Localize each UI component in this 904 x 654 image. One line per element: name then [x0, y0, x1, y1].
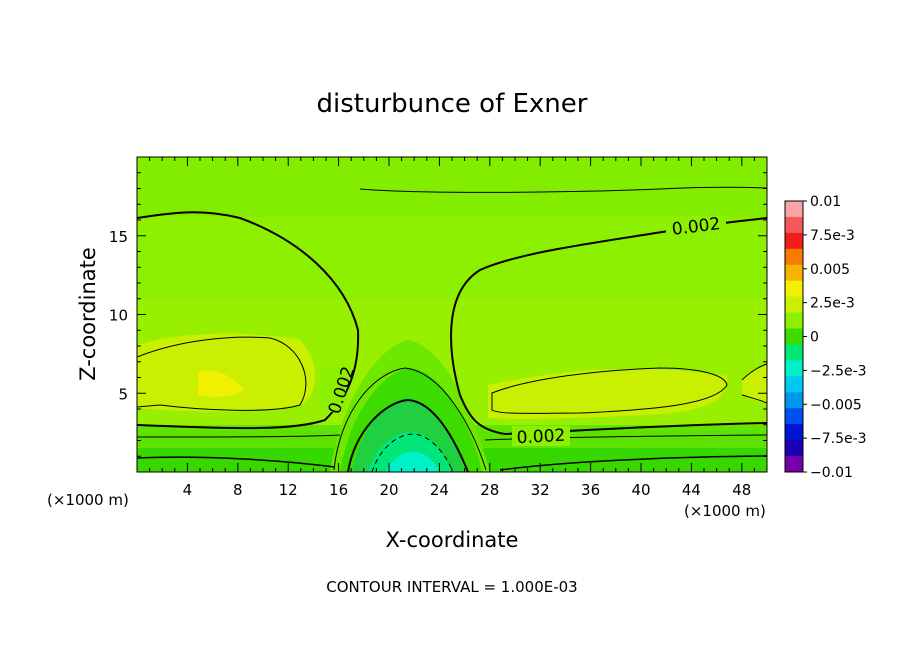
colorbar-label: −7.5e-3: [810, 431, 867, 447]
chart-title: disturbunce of Exner: [317, 89, 588, 119]
contour-top: [359, 186, 767, 193]
contour-right-edge: [741, 363, 767, 404]
x-tick-label: 8: [233, 481, 243, 499]
y-tick-labels: 5 10 15: [109, 228, 128, 404]
contour-left-inner: [137, 336, 307, 411]
contour-dip-negative: [371, 433, 454, 472]
colorbar-swatch: [785, 248, 803, 266]
colorbar-swatch: [785, 328, 803, 345]
colorbar-swatch: [785, 216, 803, 234]
contour-label-box-3: [512, 426, 570, 446]
contour-label-box-1: [666, 215, 726, 235]
center-dip-deep: [385, 451, 440, 472]
colorbar-swatch: [785, 456, 803, 473]
x-unit-left: (×1000 m): [47, 491, 129, 509]
x-tick-label: 36: [581, 481, 600, 499]
colorbar-swatch: [785, 392, 803, 409]
y-tick-label: 15: [109, 228, 128, 246]
x-tick-label: 28: [480, 481, 499, 499]
contour-right-inner: [491, 367, 728, 414]
upper-band: [137, 157, 767, 217]
x-tick-labels: 4 8 12 16 20 24 28 32 36 40 44 48: [183, 481, 752, 499]
x-tick-label: 12: [279, 481, 298, 499]
colorbar-swatch: [785, 360, 803, 377]
plot-area: [137, 157, 767, 472]
colorbar-label: −0.005: [810, 397, 862, 413]
colorbar-label: 2.5e-3: [810, 296, 855, 312]
colorbar-label: 0.01: [810, 194, 841, 210]
colorbar-label: 7.5e-3: [810, 228, 855, 244]
contour-dip-zero: [347, 398, 469, 472]
colorbar-swatch: [785, 376, 803, 393]
x-axis-label: X-coordinate: [386, 528, 519, 552]
y-axis-label: Z-coordinate: [76, 247, 100, 381]
colorbar-label: 0.005: [810, 262, 850, 278]
contour-dip-outer: [333, 367, 487, 471]
colorbar-swatch: [785, 312, 803, 329]
y-tick-label: 5: [118, 385, 128, 403]
x-tick-label: 40: [631, 481, 650, 499]
colorbar-swatch: [785, 344, 803, 361]
colorbar-swatch: [785, 408, 803, 425]
colorbar-swatch: [785, 264, 803, 282]
colorbar-label: −2.5e-3: [810, 363, 867, 379]
colorbar-swatch: [785, 280, 803, 298]
x-tick-label: 44: [682, 481, 701, 499]
x-tick-label: 16: [329, 481, 348, 499]
x-tick-label: 24: [430, 481, 449, 499]
colorbar-swatch: [785, 296, 803, 313]
x-unit-right: (×1000 m): [684, 502, 766, 520]
colorbar-swatch: [785, 232, 803, 250]
left-warm-region: [137, 333, 315, 412]
right-edge-warm: [742, 364, 767, 404]
x-tick-label: 32: [531, 481, 550, 499]
contour-label-box-2: [320, 368, 346, 412]
x-tick-label: 20: [379, 481, 398, 499]
contour-label-3: 0.002: [516, 426, 566, 449]
left-warm-core: [198, 370, 245, 397]
contour-interval-note: CONTOUR INTERVAL = 1.000E-03: [326, 578, 577, 596]
contour-upper-left: [137, 211, 360, 430]
colorbar-swatch: [785, 440, 803, 457]
contour-low-2: [137, 455, 767, 471]
axis-ticks: [137, 157, 767, 472]
colorbar-swatch: [785, 201, 803, 218]
x-tick-label: 4: [183, 481, 193, 499]
colorbar-swatch: [785, 424, 803, 441]
colorbar-label: 0: [810, 330, 819, 346]
colorbar: 0.01 7.5e-3 0.005 2.5e-3 0 −2.5e-3 −0.005 −7.5e…: [784, 194, 867, 481]
x-tick-label: 48: [732, 481, 751, 499]
y-tick-label: 10: [109, 307, 128, 325]
colorbar-label: −0.01: [810, 465, 853, 481]
